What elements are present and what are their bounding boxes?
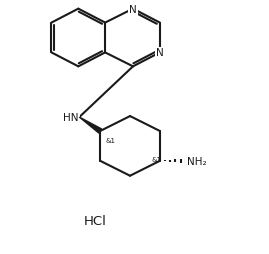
Text: HN: HN bbox=[63, 113, 78, 123]
Text: &1: &1 bbox=[105, 138, 115, 144]
Text: N: N bbox=[156, 49, 164, 58]
Polygon shape bbox=[79, 117, 102, 133]
Text: N: N bbox=[129, 5, 137, 15]
Text: NH₂: NH₂ bbox=[187, 157, 206, 167]
Text: &1: &1 bbox=[152, 157, 162, 163]
Text: HCl: HCl bbox=[84, 215, 107, 228]
